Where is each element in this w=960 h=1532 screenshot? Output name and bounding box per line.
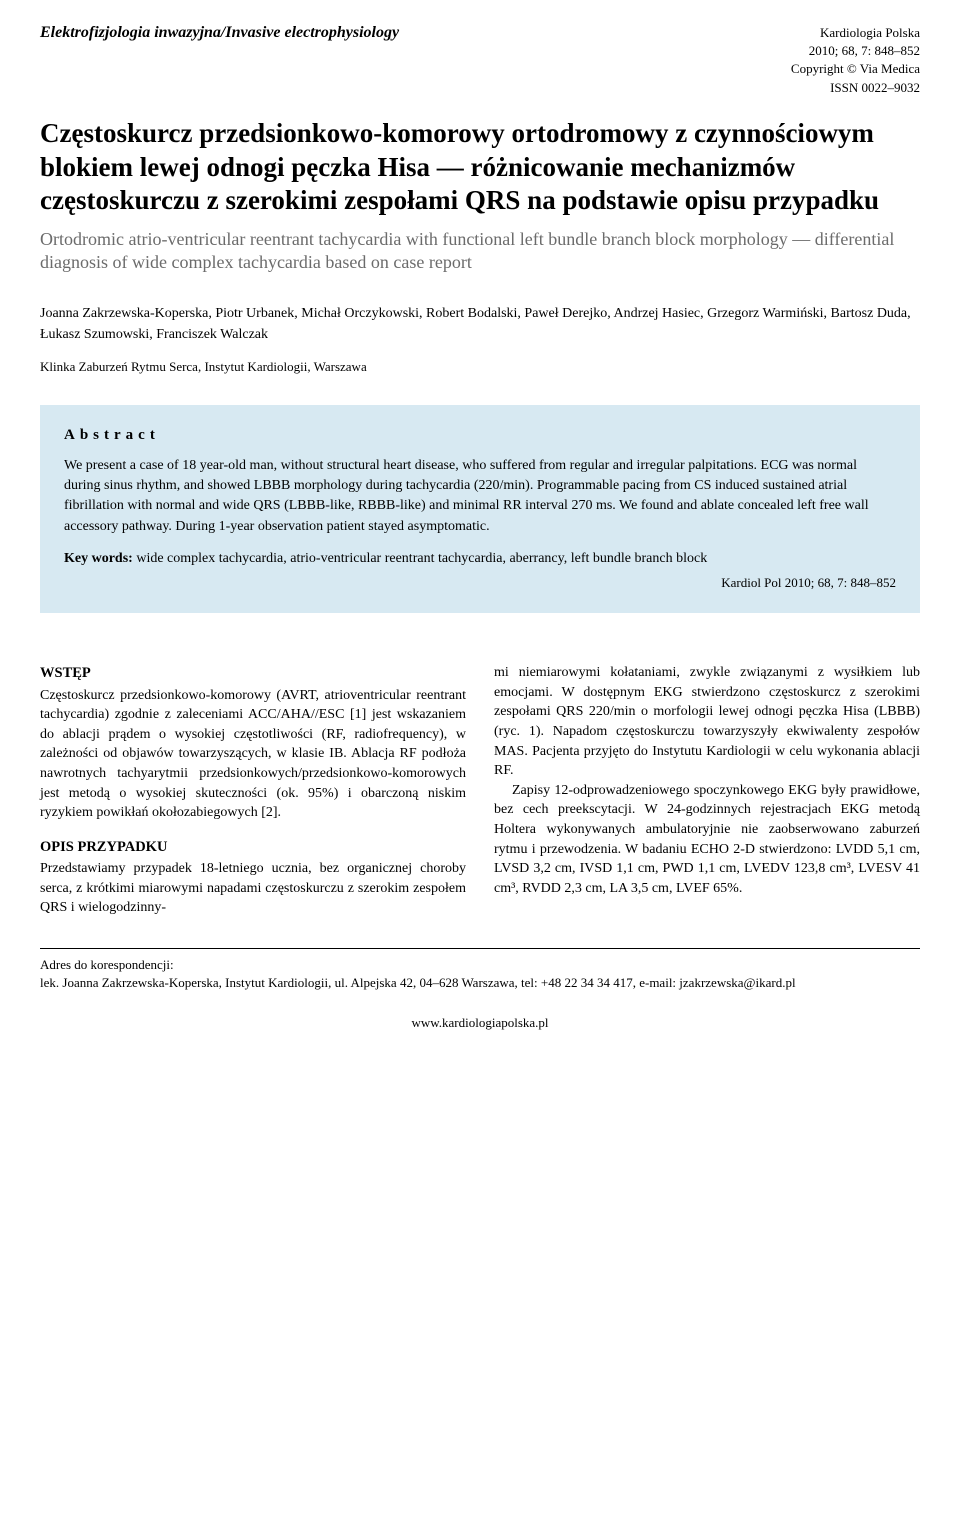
abstract-reference: Kardiol Pol 2010; 68, 7: 848–852	[64, 575, 896, 591]
footer-divider	[40, 948, 920, 949]
article-title-pl: Częstoskurcz przedsionkowo-komorowy orto…	[40, 117, 920, 218]
journal-issue: 2010; 68, 7: 848–852	[791, 42, 920, 60]
opis-heading: OPIS PRZYPADKU	[40, 837, 466, 857]
section-category: Elektrofizjologia inwazyjna/Invasive ele…	[40, 24, 399, 42]
keywords-text: wide complex tachycardia, atrio-ventricu…	[133, 551, 707, 566]
column-left: WSTĘP Częstoskurcz przedsionkowo-komorow…	[40, 663, 466, 918]
body-columns: WSTĘP Częstoskurcz przedsionkowo-komorow…	[40, 663, 920, 918]
correspondence-text: lek. Joanna Zakrzewska-Koperska, Instytu…	[40, 975, 920, 991]
correspondence-label: Adres do korespondencji:	[40, 957, 920, 973]
column-right: mi niemiarowymi kołataniami, zwykle zwią…	[494, 663, 920, 918]
journal-copyright: Copyright © Via Medica	[791, 60, 920, 78]
opis-text: Przedstawiamy przypadek 18-letniego uczn…	[40, 859, 466, 918]
journal-issn: ISSN 0022–9032	[791, 79, 920, 97]
abstract-heading: Abstract	[64, 427, 896, 444]
wstep-heading: WSTĘP	[40, 663, 466, 683]
keywords: Key words: wide complex tachycardia, atr…	[64, 549, 896, 569]
col2-paragraph-1: mi niemiarowymi kołataniami, zwykle zwią…	[494, 663, 920, 781]
abstract-text: We present a case of 18 year-old man, wi…	[64, 456, 896, 537]
abstract-box: Abstract We present a case of 18 year-ol…	[40, 405, 920, 613]
wstep-text: Częstoskurcz przedsionkowo-komorowy (AVR…	[40, 686, 466, 823]
header-row: Elektrofizjologia inwazyjna/Invasive ele…	[40, 24, 920, 97]
site-url: www.kardiologiapolska.pl	[40, 1015, 920, 1031]
keywords-label: Key words:	[64, 551, 133, 566]
journal-name: Kardiologia Polska	[791, 24, 920, 42]
authors: Joanna Zakrzewska-Koperska, Piotr Urbane…	[40, 303, 920, 345]
journal-info: Kardiologia Polska 2010; 68, 7: 848–852 …	[791, 24, 920, 97]
affiliation: Klinka Zaburzeń Rytmu Serca, Instytut Ka…	[40, 359, 920, 375]
article-title-en: Ortodromic atrio-ventricular reentrant t…	[40, 228, 920, 275]
col2-paragraph-2: Zapisy 12-odprowadzeniowego spoczynkoweg…	[494, 781, 920, 899]
